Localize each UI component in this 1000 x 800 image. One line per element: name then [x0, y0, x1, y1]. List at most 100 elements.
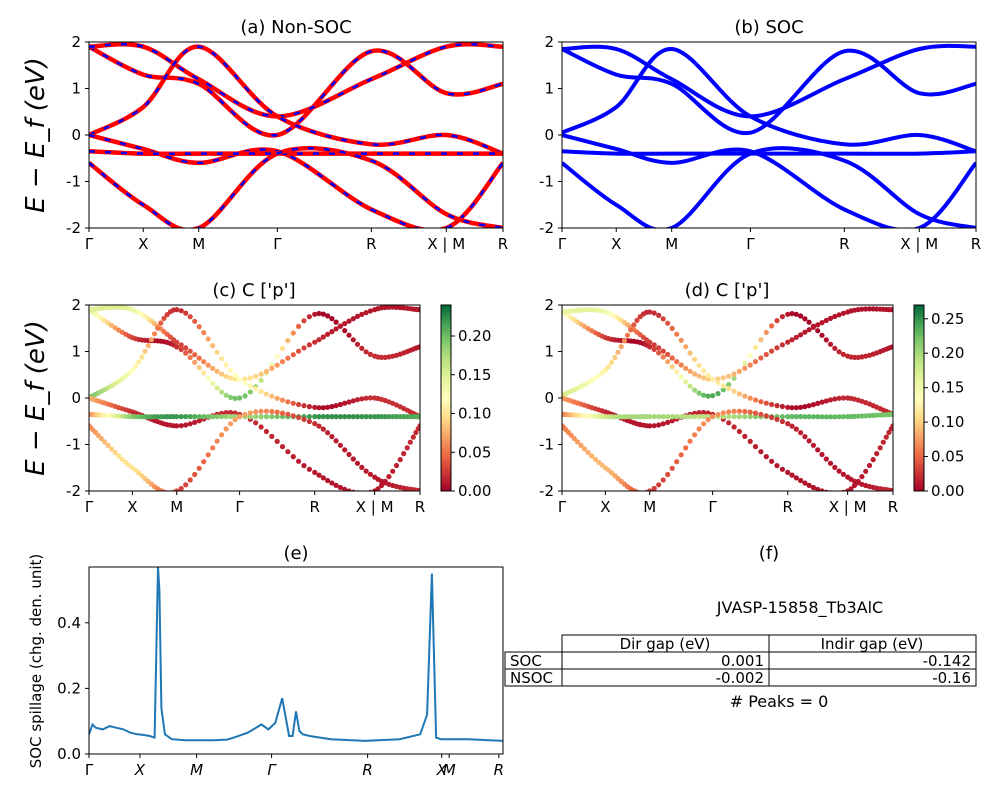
band-dot [316, 405, 322, 411]
band-dot [417, 488, 420, 491]
band-dot [367, 414, 373, 420]
band-dot [687, 368, 693, 374]
table-cell-value: 0.001 [721, 652, 764, 670]
panel-e-frame [88, 566, 504, 755]
band-dot [769, 401, 775, 408]
band-dot [715, 380, 721, 386]
band-dot [205, 375, 211, 381]
band-dot [316, 414, 322, 420]
table-header-indir: Indir gap (eV) [821, 635, 924, 653]
y-tick-label: 1 [71, 80, 81, 98]
band-dot [354, 414, 361, 420]
band-dot [656, 482, 662, 488]
band-dot [692, 432, 698, 438]
band-dot [705, 417, 711, 423]
band-dot [269, 408, 275, 415]
band-dot [155, 325, 161, 331]
band-dot [183, 422, 189, 428]
band-dot [183, 345, 189, 351]
band-dot [183, 350, 189, 356]
band-dot [798, 414, 804, 420]
band-line-nonsoc [89, 44, 503, 156]
band-dot [174, 344, 180, 350]
band-dot [774, 345, 780, 351]
band-dot [346, 399, 352, 405]
band-dot [731, 375, 737, 381]
band-dot [132, 363, 139, 370]
band-dot [763, 454, 769, 460]
band-dot [810, 324, 817, 330]
band-dot [802, 404, 808, 410]
band-dot [819, 399, 825, 405]
band-dot [325, 414, 331, 420]
panel-d-frame [561, 304, 894, 492]
band-dot [696, 426, 702, 432]
x-tick-label: R [415, 498, 425, 516]
band-dot [263, 368, 269, 374]
band-dot [840, 310, 847, 316]
band-dot [192, 419, 198, 425]
band-dot [568, 432, 574, 438]
band-dot [290, 400, 296, 406]
band-dot [774, 416, 780, 422]
band-dot [848, 486, 854, 491]
band-dot [312, 421, 318, 427]
band-dot [696, 390, 702, 396]
band-dot [798, 404, 804, 410]
band-dot [701, 409, 707, 416]
band-dot [665, 359, 671, 365]
y-tick-label: 0.4 [57, 614, 81, 632]
band-dot [696, 414, 702, 420]
band-dot [312, 414, 318, 420]
band-dot [359, 311, 365, 317]
band-dot [810, 414, 817, 420]
x-tick-label: R [494, 761, 504, 779]
band-dot [393, 414, 400, 420]
band-dot [779, 314, 786, 320]
band-dot [178, 485, 184, 491]
x-tick-label: M [190, 761, 203, 779]
x-tick-label: Γ [273, 235, 282, 253]
band-dot [742, 408, 748, 415]
band-dot [228, 375, 234, 381]
band-dot [660, 348, 666, 354]
band-dot [346, 332, 352, 338]
band-dot [258, 388, 264, 395]
band-line-nonsoc [89, 149, 503, 157]
band-dot [306, 342, 312, 348]
band-dot [333, 414, 339, 420]
band-dot [148, 337, 154, 343]
band-dot [285, 355, 291, 361]
x-tick-label: X | M [356, 498, 394, 516]
band-dot [715, 411, 721, 418]
band-dot [769, 323, 775, 329]
x-tick-label: Γ [746, 235, 755, 253]
x-tick-label: M [192, 235, 205, 253]
band-dot [851, 354, 858, 360]
band-dot [290, 454, 296, 460]
band-dot [880, 439, 886, 445]
band-dot [815, 322, 821, 328]
band-dot [274, 354, 280, 360]
band-dot [789, 423, 795, 429]
band-dot [119, 456, 125, 462]
band-dot [806, 438, 812, 444]
band-dot [789, 472, 795, 478]
band-dot [602, 367, 609, 373]
band-dot [258, 377, 264, 383]
band-dot [312, 469, 318, 475]
band-dot [651, 346, 657, 352]
x-tick-label: R [783, 498, 793, 516]
band-dot [192, 359, 198, 365]
band-dot [836, 312, 842, 318]
band-dot [647, 414, 653, 420]
band-dot [578, 442, 584, 448]
colorbar [913, 304, 925, 492]
band-dot [342, 321, 348, 327]
band-dot [687, 414, 693, 420]
band-dot [870, 457, 876, 463]
band-dot [306, 414, 312, 420]
x-tick-label: Γ [558, 235, 567, 253]
band-dot [210, 365, 216, 371]
colorbar-tick-label: 0.00 [931, 482, 964, 500]
